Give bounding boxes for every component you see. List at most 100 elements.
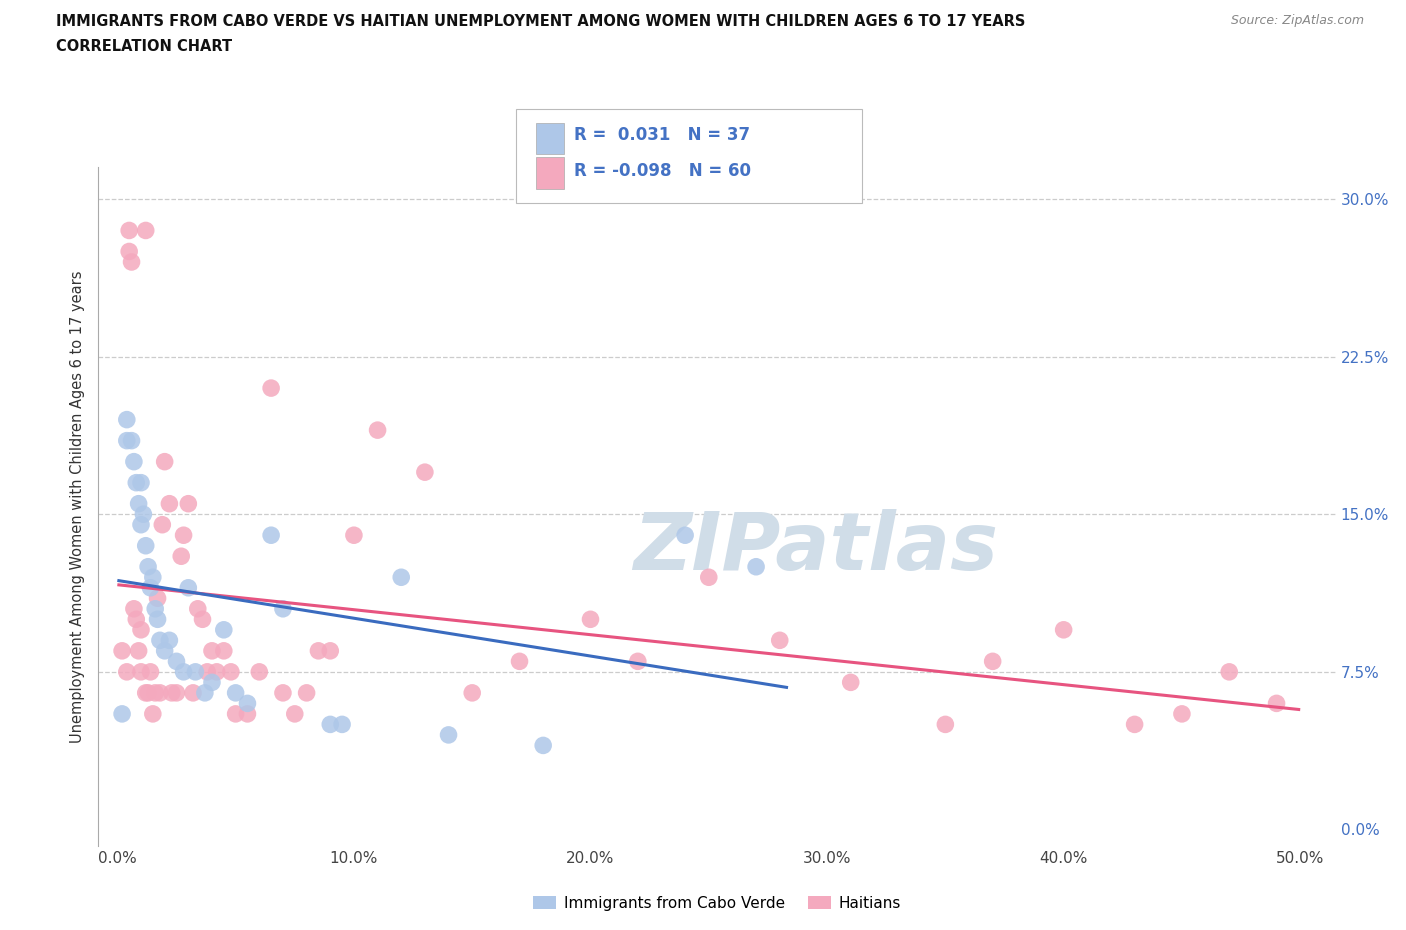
Point (212, 644, 235, 658)
Point (319, 644, 342, 658)
Point (166, 685, 188, 700)
Point (1218, 664, 1240, 679)
Point (128, 644, 150, 658)
Point (367, 423, 389, 438)
Y-axis label: Unemployment Among Women with Children Ages 6 to 17 years: Unemployment Among Women with Children A… (70, 271, 86, 743)
Point (579, 612, 602, 627)
Point (118, 244, 141, 259)
Point (1123, 717, 1146, 732)
Point (181, 685, 204, 700)
Point (271, 602, 294, 617)
Point (115, 412, 138, 427)
Point (330, 717, 353, 732)
Point (247, 664, 270, 679)
Point (437, 727, 460, 742)
Point (129, 622, 152, 637)
Point (839, 675, 862, 690)
Point (125, 475, 148, 490)
Point (307, 644, 329, 658)
Point (125, 612, 148, 627)
Point (201, 644, 224, 658)
Point (745, 559, 768, 574)
Point (177, 497, 200, 512)
Point (225, 685, 247, 700)
Point (121, 433, 143, 448)
Point (173, 528, 195, 543)
Point (139, 664, 162, 679)
Point (129, 664, 152, 679)
Point (225, 707, 247, 722)
Text: ZIPatlas: ZIPatlas (634, 509, 998, 587)
Point (194, 685, 217, 700)
Point (115, 664, 138, 679)
Point (260, 528, 283, 543)
Point (509, 654, 531, 669)
Point (118, 223, 141, 238)
Point (184, 664, 207, 679)
Point (149, 633, 172, 648)
Point (121, 255, 143, 270)
Point (111, 707, 134, 722)
Point (191, 612, 214, 627)
Point (1171, 707, 1194, 722)
Point (201, 675, 224, 690)
Point (343, 528, 366, 543)
Point (143, 602, 166, 617)
Point (212, 622, 235, 637)
Point (135, 538, 157, 553)
Point (389, 570, 412, 585)
Point (166, 654, 188, 669)
Point (195, 664, 218, 679)
Point (697, 570, 720, 585)
Point (146, 591, 169, 605)
Point (128, 497, 150, 512)
Text: IMMIGRANTS FROM CABO VERDE VS HAITIAN UNEMPLOYMENT AMONG WOMEN WITH CHILDREN AGE: IMMIGRANTS FROM CABO VERDE VS HAITIAN UN… (56, 14, 1025, 29)
Point (146, 612, 169, 627)
Point (295, 685, 318, 700)
Point (142, 570, 165, 585)
Point (122, 454, 145, 469)
Legend: Immigrants from Cabo Verde, Haitians: Immigrants from Cabo Verde, Haitians (527, 889, 907, 917)
Point (132, 507, 155, 522)
Point (153, 644, 176, 658)
Point (135, 685, 157, 700)
Point (139, 580, 162, 595)
Point (160, 685, 183, 700)
Point (170, 549, 193, 564)
Point (205, 664, 228, 679)
Point (271, 685, 294, 700)
Point (136, 559, 159, 574)
Point (150, 517, 173, 532)
Point (143, 685, 166, 700)
Text: R =  0.031   N = 37: R = 0.031 N = 37 (574, 126, 749, 143)
Point (157, 633, 180, 648)
Point (1265, 696, 1288, 711)
Point (135, 223, 157, 238)
Point (149, 685, 172, 700)
Point (934, 717, 956, 732)
Point (136, 685, 159, 700)
Text: Source: ZipAtlas.com: Source: ZipAtlas.com (1230, 14, 1364, 27)
Point (236, 707, 259, 722)
Point (461, 685, 484, 700)
Point (129, 517, 152, 532)
Point (219, 664, 242, 679)
Point (260, 380, 283, 395)
Point (236, 696, 259, 711)
Point (177, 580, 200, 595)
Point (981, 654, 1004, 669)
Point (122, 602, 145, 617)
Point (173, 664, 195, 679)
Point (769, 633, 792, 648)
Point (142, 707, 165, 722)
Point (153, 454, 176, 469)
Text: CORRELATION CHART: CORRELATION CHART (56, 39, 232, 54)
Point (319, 717, 342, 732)
Point (1053, 622, 1076, 637)
Point (413, 465, 436, 480)
Point (115, 433, 138, 448)
Text: R = -0.098   N = 60: R = -0.098 N = 60 (574, 162, 751, 179)
Point (531, 738, 554, 753)
Point (673, 528, 696, 543)
Point (627, 654, 650, 669)
